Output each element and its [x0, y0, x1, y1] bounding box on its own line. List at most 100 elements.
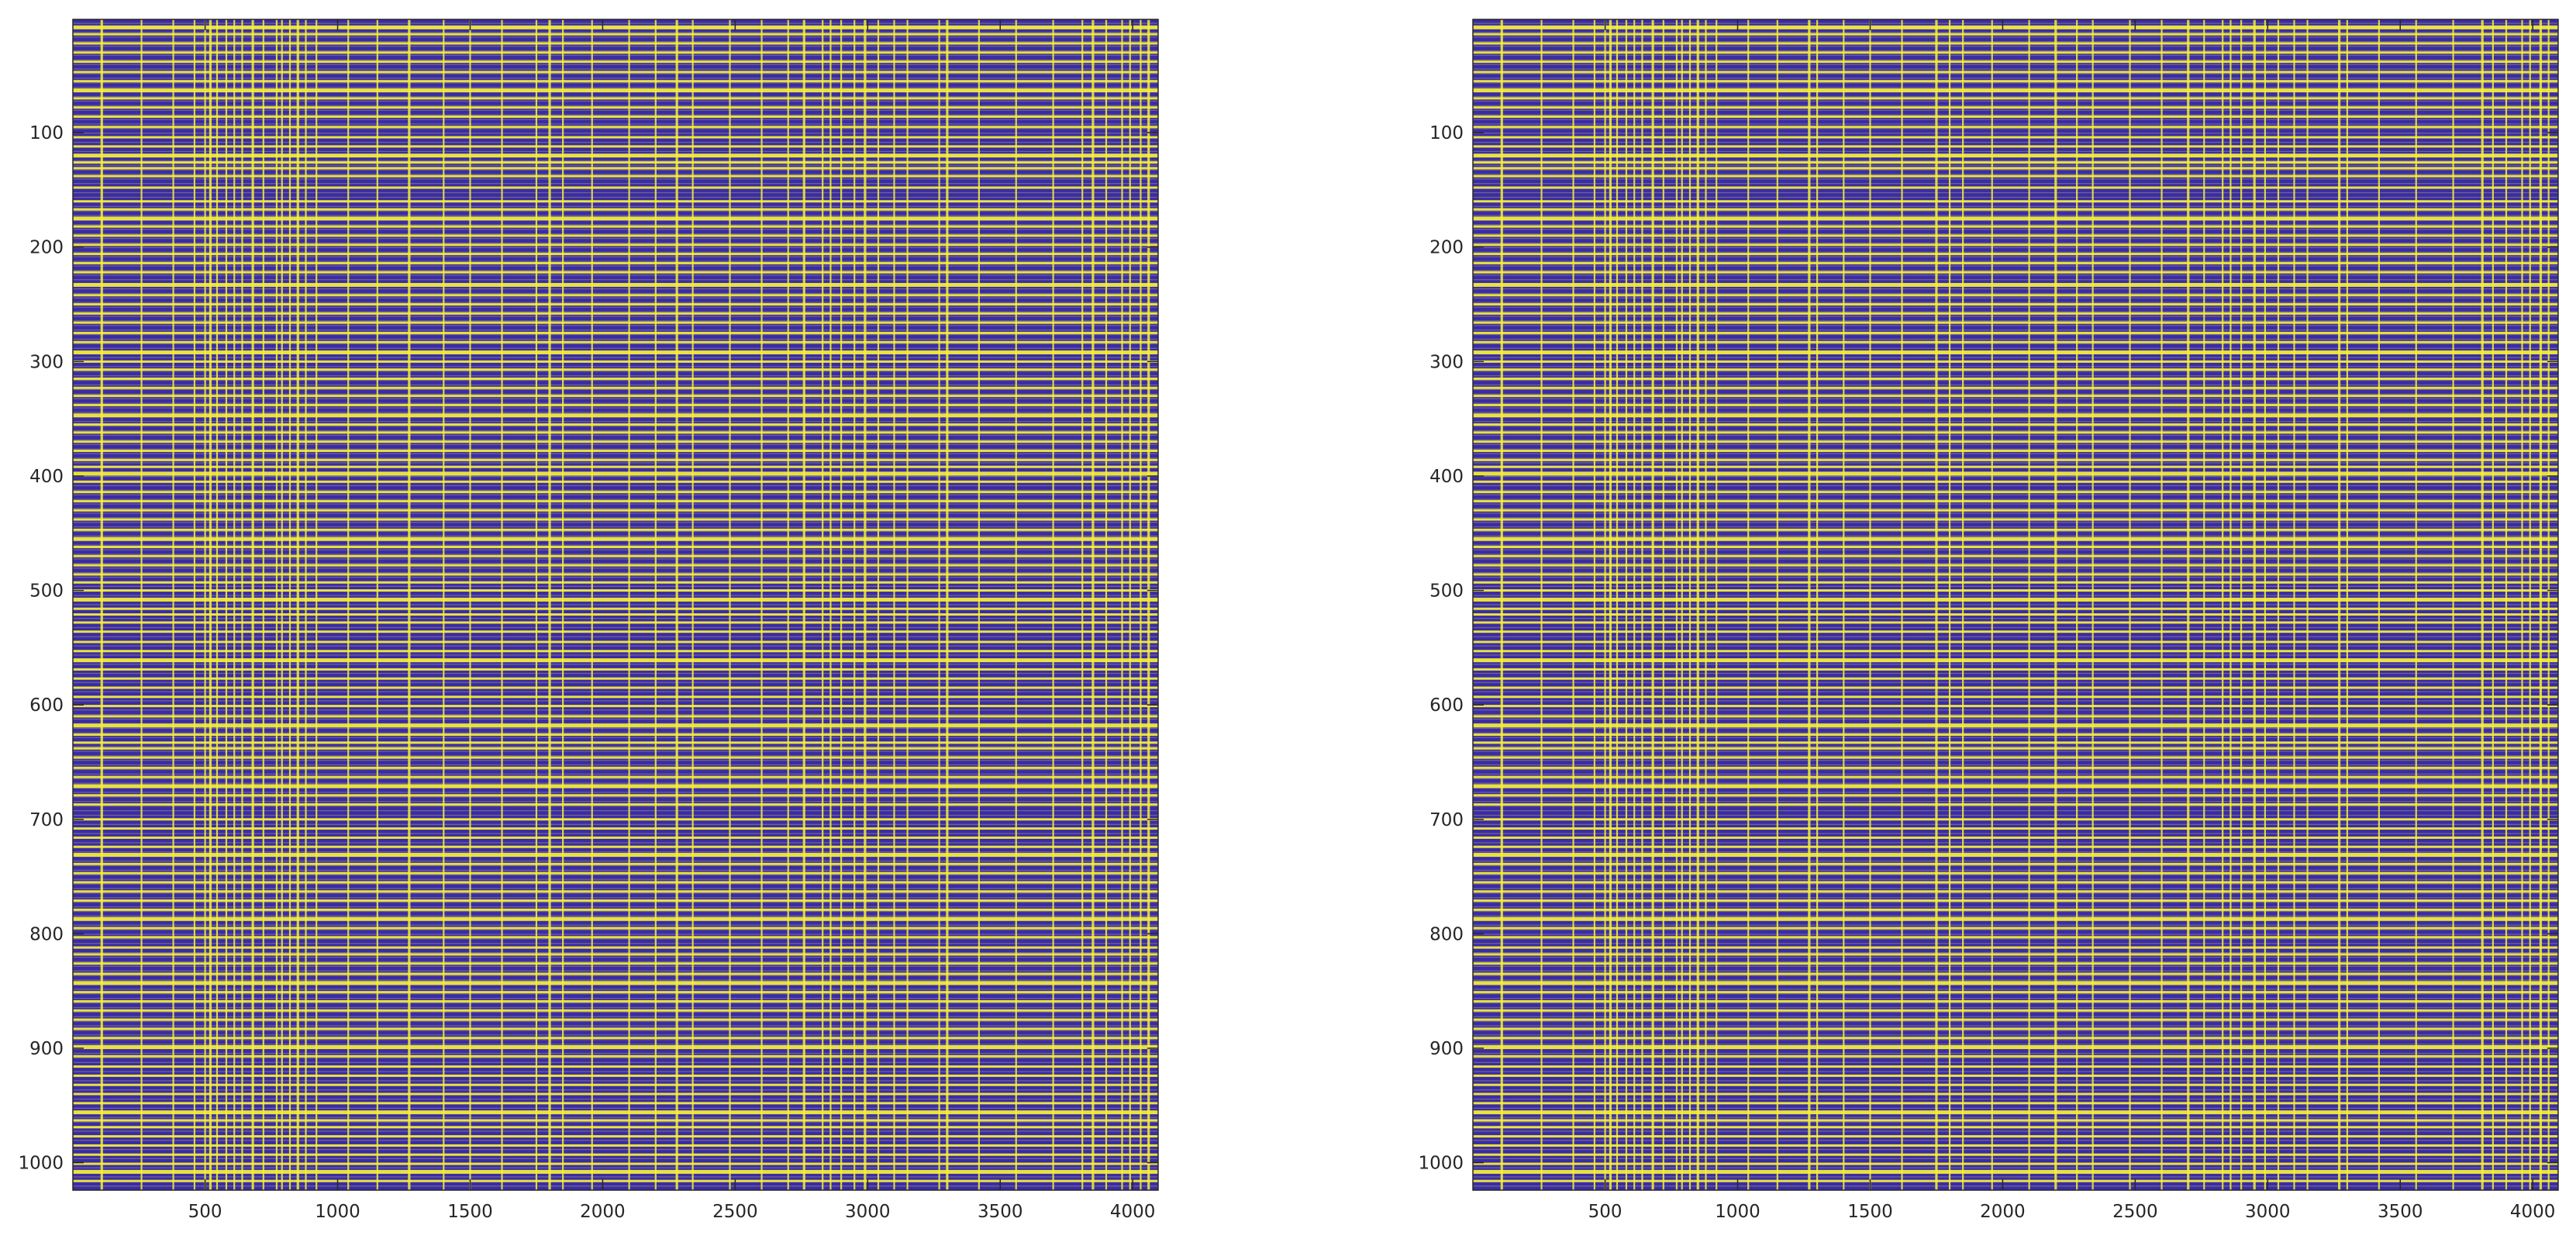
horizontal-stripe [73, 174, 1158, 178]
mixed-row [1473, 279, 2558, 281]
mixed-row [73, 1039, 1158, 1041]
mixed-row [1473, 906, 2558, 908]
mixed-row [73, 68, 1158, 70]
horizontal-stripe [73, 705, 1158, 708]
horizontal-stripe [1473, 537, 2558, 541]
horizontal-stripe [73, 871, 1158, 875]
horizontal-stripe [73, 741, 1158, 744]
mixed-row [1473, 443, 2558, 445]
mixed-row [73, 87, 1158, 88]
horizontal-stripe [1473, 350, 2558, 355]
vertical-stripe [628, 19, 630, 1190]
mixed-row [73, 50, 1158, 52]
vertical-stripe [1091, 19, 1095, 1190]
mixed-row [73, 535, 1158, 537]
horizontal-stripe [1473, 1153, 2558, 1156]
mixed-row [73, 965, 1158, 967]
y-tick-label: 300 [29, 352, 64, 372]
horizontal-stripe [73, 715, 1158, 718]
mixed-row [73, 229, 1158, 230]
vertical-stripe [1015, 19, 1017, 1190]
horizontal-stripe [1473, 186, 2558, 189]
mixed-row [1473, 979, 2558, 981]
mixed-row [73, 251, 1158, 253]
horizontal-stripe [73, 1037, 1158, 1040]
horizontal-stripe [1473, 613, 2558, 616]
mixed-row [1473, 910, 2558, 913]
horizontal-stripe [73, 747, 1158, 750]
mixed-row [73, 388, 1158, 391]
mixed-row [1473, 1148, 2558, 1151]
mixed-row [1473, 1089, 2558, 1091]
mixed-row [73, 347, 1158, 349]
mixed-row [1473, 366, 2558, 368]
mixed-row [73, 746, 1158, 747]
vertical-stripe [2222, 19, 2224, 1190]
horizontal-stripe [73, 449, 1158, 452]
mixed-row [73, 1130, 1158, 1132]
mixed-row [73, 700, 1158, 702]
mixed-row [1473, 851, 2558, 853]
mixed-row [1473, 1006, 2558, 1009]
mixed-row [1473, 379, 2558, 381]
horizontal-stripe [73, 88, 1158, 93]
mixed-row [1473, 233, 2558, 235]
mixed-row [1473, 114, 2558, 116]
mixed-row [1473, 41, 2558, 43]
horizontal-stripe [73, 465, 1158, 468]
horizontal-stripe [73, 395, 1158, 398]
mixed-row [1473, 1034, 2558, 1036]
mixed-row [73, 1107, 1158, 1110]
mixed-row [1473, 809, 2558, 812]
mixed-row [73, 375, 1158, 377]
horizontal-stripe [73, 25, 1158, 29]
horizontal-stripe [1473, 756, 2558, 759]
horizontal-stripe [73, 321, 1158, 324]
horizontal-stripe [73, 509, 1158, 512]
vertical-stripe [2529, 19, 2531, 1190]
mixed-row [73, 979, 1158, 981]
horizontal-stripe [1473, 471, 2558, 476]
mixed-row [1473, 718, 2558, 720]
mixed-row [1473, 343, 2558, 345]
x-tick-label: 3000 [845, 1202, 891, 1222]
horizontal-stripe [1473, 818, 2558, 821]
mixed-row [1473, 178, 2558, 180]
vertical-stripe [1616, 19, 1619, 1190]
mixed-row [73, 457, 1158, 459]
mixed-row [1473, 302, 2558, 303]
horizontal-stripe [1473, 1044, 2558, 1049]
vertical-stripe [1147, 19, 1150, 1190]
mixed-row [73, 654, 1158, 656]
y-tick-label: 600 [29, 695, 64, 716]
x-tick-label: 3500 [2378, 1202, 2423, 1222]
horizontal-stripe [1473, 403, 2558, 406]
mixed-row [1473, 105, 2558, 107]
horizontal-stripe [73, 386, 1158, 389]
horizontal-stripe [73, 581, 1158, 584]
horizontal-stripe [1473, 953, 2558, 956]
horizontal-stripe [1473, 836, 2558, 839]
y-tick-label: 400 [1429, 467, 1464, 487]
x-tick-label: 1500 [1847, 1202, 1893, 1222]
mixed-row [73, 288, 1158, 290]
mixed-row [1473, 823, 2558, 825]
horizontal-stripe [73, 1065, 1158, 1068]
mixed-row [1473, 141, 2558, 143]
mixed-row [73, 1089, 1158, 1091]
y-tick-label: 400 [29, 467, 64, 487]
horizontal-stripe [73, 1179, 1158, 1182]
horizontal-stripe [73, 480, 1158, 483]
horizontal-stripe [1473, 1119, 2558, 1122]
horizontal-stripe [73, 890, 1158, 893]
mixed-row [1473, 1025, 2558, 1027]
horizontal-stripe [73, 377, 1158, 380]
horizontal-stripe [1473, 747, 2558, 750]
vertical-stripe [1696, 19, 1699, 1190]
vertical-stripe [691, 19, 694, 1190]
y-tick-label: 700 [29, 810, 64, 830]
horizontal-stripe [1473, 1027, 2558, 1030]
mixed-row [73, 274, 1158, 276]
mixed-row [1473, 485, 2558, 487]
vertical-stripe [1604, 19, 1606, 1190]
